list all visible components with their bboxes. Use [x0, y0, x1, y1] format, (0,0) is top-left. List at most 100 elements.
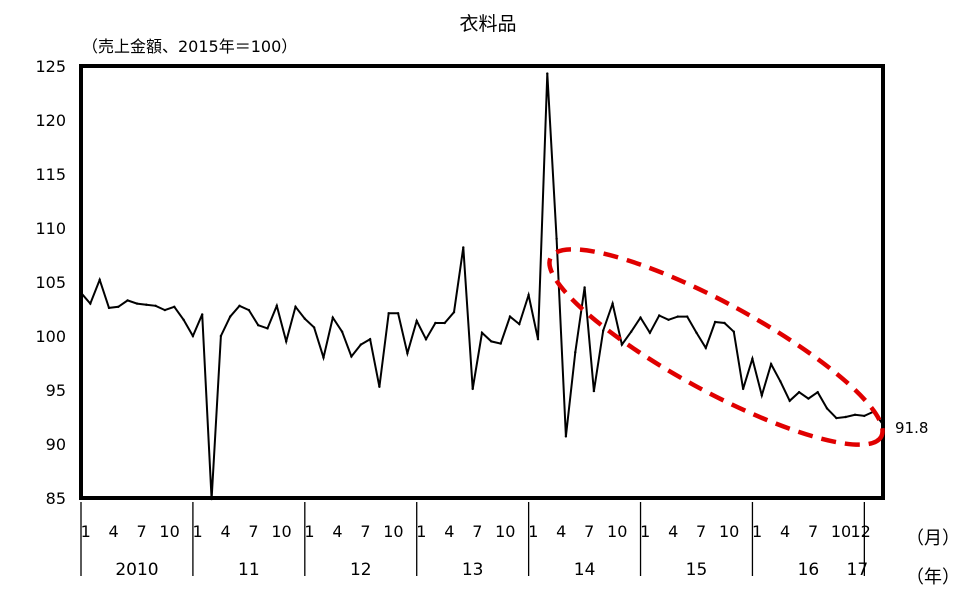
series-points [79, 72, 885, 501]
trend-highlight-ellipse [547, 247, 885, 447]
data-point [443, 321, 446, 325]
data-point [564, 435, 568, 438]
data-point [676, 315, 679, 318]
data-point [518, 322, 521, 326]
data-point [387, 312, 390, 315]
data-point [340, 330, 344, 333]
data-point [257, 324, 260, 327]
data-point [667, 318, 670, 321]
chart-title: 衣料品 [459, 13, 516, 35]
year-tick-label: 2010 [115, 560, 158, 580]
data-point [229, 315, 232, 318]
data-point [471, 387, 474, 391]
data-point [863, 414, 866, 418]
data-point [713, 320, 717, 324]
data-point [480, 331, 484, 334]
month-tick-label: 7 [472, 522, 482, 541]
y-tick-label: 100 [35, 327, 66, 346]
year-tick-label: 15 [686, 560, 708, 580]
month-tick-label: 4 [556, 522, 566, 541]
data-point [825, 407, 829, 410]
data-point [182, 318, 185, 321]
data-point [266, 327, 269, 330]
month-tick-label: 10 [607, 522, 627, 541]
data-point [760, 394, 763, 397]
month-tick-label: 12 [850, 522, 870, 541]
data-point [630, 330, 633, 333]
data-point [378, 385, 381, 388]
data-point [434, 321, 437, 325]
data-point [201, 313, 204, 316]
data-point [583, 286, 586, 289]
month-tick-label: 1 [304, 522, 314, 541]
data-point [853, 413, 857, 416]
data-point [98, 278, 101, 281]
data-point [555, 237, 558, 240]
data-point [145, 303, 148, 306]
data-point [574, 351, 577, 354]
data-point [499, 342, 502, 345]
data-point [312, 326, 316, 329]
year-unit-label: （年） [906, 567, 960, 588]
data-point [359, 343, 362, 346]
month-tick-label: 4 [444, 522, 454, 541]
data-point [658, 314, 661, 317]
data-point [424, 338, 428, 341]
data-point [396, 312, 400, 315]
y-tick-label: 115 [35, 165, 66, 184]
month-tick-label: 1 [752, 522, 762, 541]
month-tick-label: 1 [528, 522, 538, 541]
data-point [163, 308, 167, 312]
month-tick-label: 7 [584, 522, 594, 541]
data-point [592, 389, 596, 393]
month-tick-label: 10 [831, 522, 851, 541]
month-tick-label: 4 [668, 522, 678, 541]
chart-subtitle: （売上金額、2015年＝100） [82, 37, 297, 56]
data-point [695, 331, 698, 334]
month-tick-label: 10 [159, 522, 179, 541]
month-tick-label: 7 [137, 522, 147, 541]
data-point [247, 308, 251, 312]
data-point [490, 340, 493, 343]
data-point [452, 311, 456, 314]
data-point [219, 334, 223, 338]
data-point [350, 355, 353, 358]
month-tick-label: 1 [416, 522, 426, 541]
data-point [779, 380, 782, 383]
data-point [807, 397, 810, 400]
month-tick-label: 4 [109, 522, 119, 541]
data-point [294, 305, 297, 308]
data-point [546, 72, 549, 75]
data-point [322, 356, 325, 359]
data-point [686, 315, 689, 318]
data-point [89, 302, 92, 305]
y-tick-label: 95 [46, 381, 66, 400]
year-tick-label: 13 [462, 560, 484, 580]
data-point [135, 302, 139, 305]
plot-area [79, 64, 885, 500]
x-axis: 1 4 7 10 1 4 7 10 1 4 7 10 1 4 7 10 1 4 7 10 1 4 7 10 1 4 7 10 12201… [80, 502, 871, 580]
data-point [415, 319, 418, 323]
month-tick-label: 4 [780, 522, 790, 541]
data-point [275, 304, 278, 307]
month-tick-label: 4 [220, 522, 230, 541]
year-tick-label: 11 [238, 560, 260, 580]
data-point [611, 302, 614, 305]
data-point [797, 391, 801, 394]
data-point [732, 330, 735, 333]
data-point [751, 357, 754, 360]
data-point [238, 304, 241, 307]
month-tick-label: 7 [360, 522, 370, 541]
data-point [704, 346, 707, 350]
year-tick-label: 16 [798, 560, 820, 580]
month-tick-label: 1 [81, 522, 91, 541]
data-point [741, 387, 745, 391]
data-point [126, 299, 129, 302]
data-point [620, 343, 624, 346]
data-point [210, 497, 213, 501]
data-point [648, 331, 652, 334]
data-point [602, 329, 605, 332]
data-point [881, 423, 885, 426]
data-point [406, 352, 409, 355]
